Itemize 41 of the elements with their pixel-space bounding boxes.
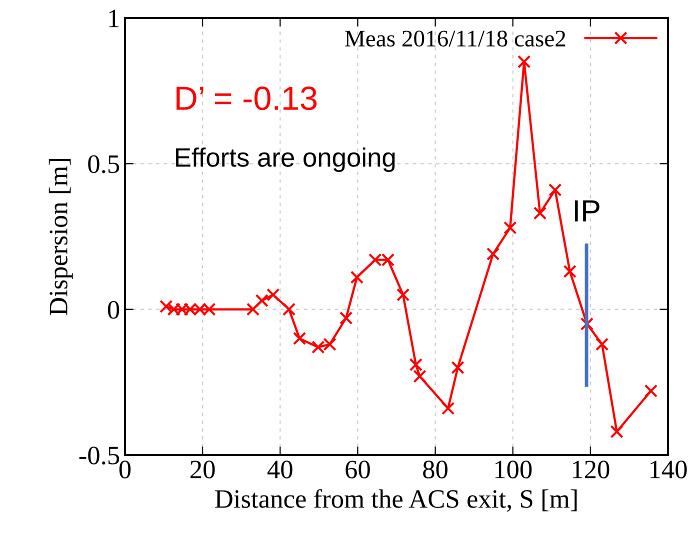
annotation: Efforts are ongoing <box>176 147 395 172</box>
y-axis-title: Dispersion [m] <box>48 158 73 316</box>
y-tick-label: 1 <box>109 10 119 28</box>
point <box>504 221 517 234</box>
y-tick-label: -0.5 <box>79 446 120 465</box>
x-tick-label: 120 <box>572 460 610 478</box>
point <box>255 294 269 308</box>
point <box>441 402 455 415</box>
x-tick-label: 60 <box>346 460 370 478</box>
y-tick-label: 0 <box>108 300 120 319</box>
x-tick-label: 140 <box>650 460 687 478</box>
annotation: D’ = -0.13 <box>176 86 317 110</box>
point <box>533 206 547 220</box>
point <box>451 361 464 374</box>
x-tick-label: 100 <box>495 460 532 478</box>
point <box>595 338 609 351</box>
point <box>413 370 426 383</box>
point <box>396 288 410 302</box>
x-axis-title: Distance from the ACS exit, S [m] <box>215 489 577 512</box>
point <box>160 300 173 314</box>
y-tick-label: 0.5 <box>88 155 120 174</box>
point <box>580 317 594 330</box>
point <box>282 302 296 316</box>
point <box>409 358 422 372</box>
ref-line-label: IP <box>574 200 600 222</box>
x-tick-label: 20 <box>190 460 215 478</box>
point <box>486 247 500 261</box>
point <box>548 183 562 196</box>
x-tick-label: 0 <box>119 460 131 478</box>
x-tick-label: 40 <box>267 460 292 478</box>
point <box>563 264 576 278</box>
point <box>339 311 353 325</box>
point <box>266 288 280 302</box>
point <box>246 302 260 316</box>
point <box>292 332 306 346</box>
point <box>644 384 658 398</box>
point <box>610 425 624 438</box>
x-tick-label: 80 <box>423 460 448 478</box>
point <box>518 55 531 68</box>
legend-label: Meas 2016/11/18 case2 <box>345 30 566 47</box>
point <box>350 270 364 284</box>
